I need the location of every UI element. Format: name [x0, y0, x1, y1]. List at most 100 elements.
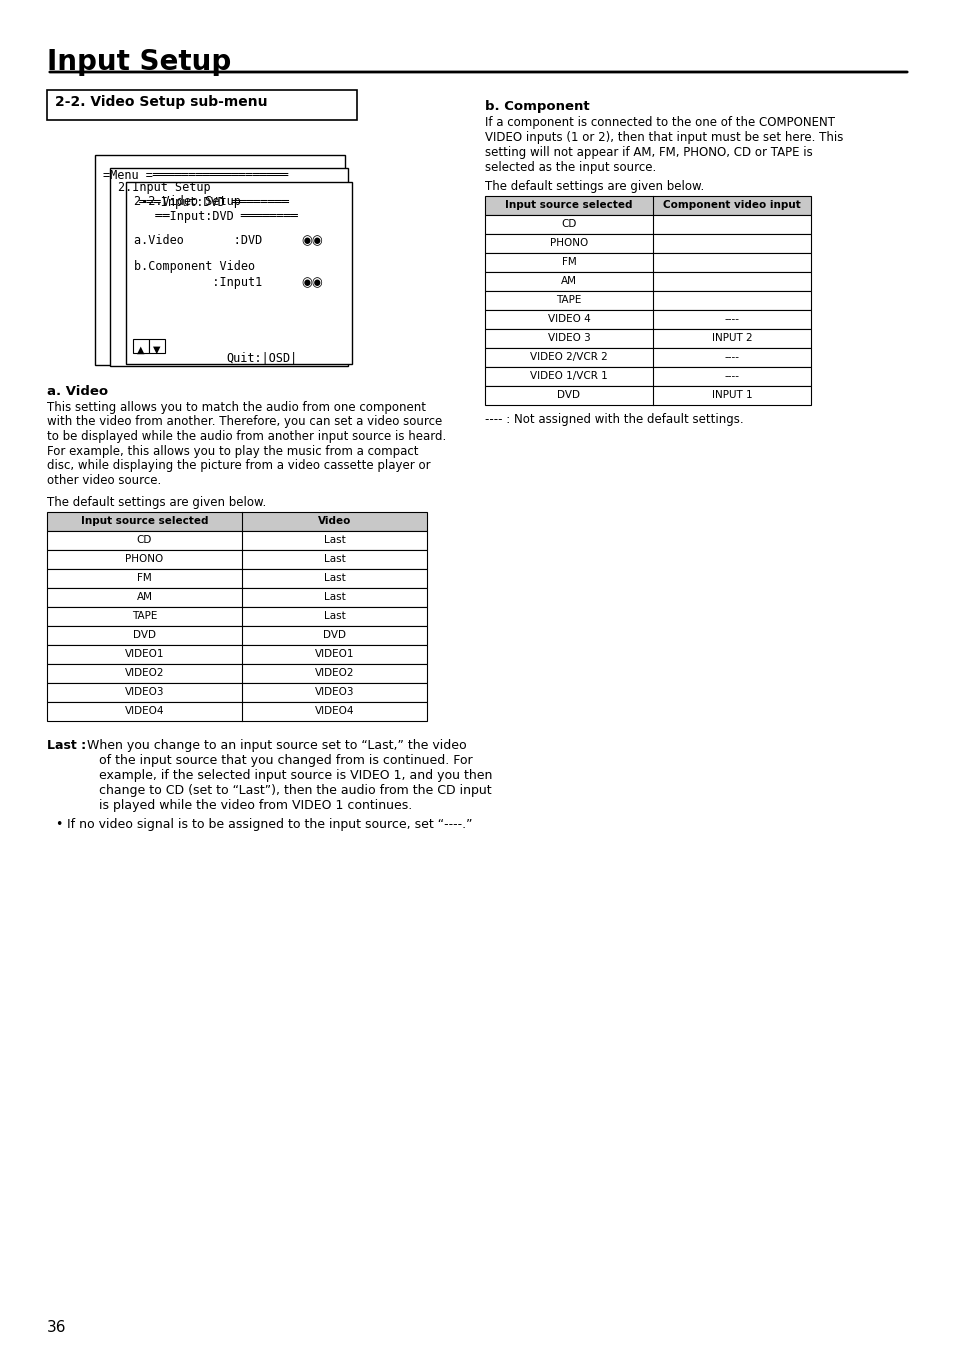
Text: CD: CD: [136, 535, 152, 544]
Text: with the video from another. Therefore, you can set a video source: with the video from another. Therefore, …: [47, 416, 442, 428]
Text: VIDEO 3: VIDEO 3: [547, 332, 590, 343]
Text: ═══Input:DVD ════════: ═══Input:DVD ════════: [118, 196, 289, 209]
Text: CD: CD: [560, 219, 576, 230]
Bar: [47, 588, 427, 607]
Bar: [47, 663, 427, 684]
Text: Last: Last: [323, 554, 345, 563]
Text: DVD: DVD: [557, 390, 579, 400]
Text: ----: ----: [723, 353, 739, 362]
Text: Input Setup: Input Setup: [47, 49, 231, 76]
Text: ▲: ▲: [137, 345, 145, 355]
Bar: [47, 607, 427, 626]
Text: VIDEO1: VIDEO1: [314, 648, 354, 659]
Bar: [47, 703, 427, 721]
FancyBboxPatch shape: [149, 339, 165, 353]
Text: DVD: DVD: [132, 630, 156, 640]
Text: This setting allows you to match the audio from one component: This setting allows you to match the aud…: [47, 401, 426, 413]
Bar: [126, 182, 352, 363]
Text: ▼: ▼: [153, 345, 161, 355]
Text: Component video input: Component video input: [662, 200, 800, 209]
Text: a.Video       :DVD: a.Video :DVD: [133, 234, 262, 247]
Text: selected as the input source.: selected as the input source.: [484, 161, 656, 174]
Text: VIDEO 1/VCR 1: VIDEO 1/VCR 1: [530, 372, 607, 381]
Text: FM: FM: [137, 573, 152, 584]
Bar: [484, 290, 810, 309]
Bar: [484, 272, 810, 290]
Text: b. Component: b. Component: [484, 100, 589, 113]
Text: VIDEO4: VIDEO4: [125, 707, 164, 716]
Text: Input source selected: Input source selected: [81, 516, 208, 526]
Text: b.Component Video: b.Component Video: [133, 259, 254, 273]
Text: AM: AM: [136, 592, 152, 603]
Bar: [110, 168, 348, 366]
Text: Last: Last: [323, 573, 345, 584]
Text: VIDEO 4: VIDEO 4: [547, 313, 590, 324]
Bar: [484, 367, 810, 386]
Text: ----: ----: [723, 372, 739, 381]
Text: 2-2. Video Setup sub-menu: 2-2. Video Setup sub-menu: [55, 95, 267, 109]
Text: ◉◉: ◉◉: [301, 234, 322, 247]
Bar: [484, 234, 810, 253]
Text: is played while the video from VIDEO 1 continues.: is played while the video from VIDEO 1 c…: [99, 798, 412, 812]
Text: PHONO: PHONO: [549, 238, 587, 249]
Text: 2-2.Video Setup: 2-2.Video Setup: [133, 195, 240, 208]
Text: TAPE: TAPE: [556, 295, 581, 305]
Text: ----: ----: [723, 313, 739, 324]
Text: Input source selected: Input source selected: [505, 200, 632, 209]
Text: VIDEO inputs (1 or 2), then that input must be set here. This: VIDEO inputs (1 or 2), then that input m…: [484, 131, 842, 145]
Bar: [484, 215, 810, 234]
Text: TAPE: TAPE: [132, 611, 157, 621]
Text: =Menu =═══════════════════: =Menu =═══════════════════: [103, 169, 288, 182]
Text: The default settings are given below.: The default settings are given below.: [484, 180, 703, 193]
Text: FM: FM: [561, 257, 576, 267]
Text: ---- : Not assigned with the default settings.: ---- : Not assigned with the default set…: [484, 413, 742, 426]
Text: VIDEO1: VIDEO1: [125, 648, 164, 659]
Text: VIDEO3: VIDEO3: [314, 688, 354, 697]
Text: Last: Last: [323, 592, 345, 603]
Text: Last :: Last :: [47, 739, 86, 753]
Text: If no video signal is to be assigned to the input source, set “----.”: If no video signal is to be assigned to …: [67, 817, 472, 831]
Text: VIDEO3: VIDEO3: [125, 688, 164, 697]
Text: DVD: DVD: [323, 630, 346, 640]
Bar: [47, 531, 427, 550]
Bar: [47, 644, 427, 663]
Text: to be displayed while the audio from another input source is heard.: to be displayed while the audio from ano…: [47, 430, 446, 443]
Text: VIDEO2: VIDEO2: [125, 667, 164, 678]
Text: VIDEO4: VIDEO4: [314, 707, 354, 716]
Bar: [47, 626, 427, 644]
Bar: [484, 253, 810, 272]
Bar: [484, 196, 810, 215]
Text: a. Video: a. Video: [47, 385, 108, 399]
Bar: [47, 91, 356, 120]
Text: Video: Video: [317, 516, 351, 526]
Text: ◉◉: ◉◉: [301, 276, 322, 289]
Text: change to CD (set to “Last”), then the audio from the CD input: change to CD (set to “Last”), then the a…: [99, 784, 491, 797]
Text: VIDEO2: VIDEO2: [314, 667, 354, 678]
Bar: [47, 569, 427, 588]
Text: of the input source that you changed from is continued. For: of the input source that you changed fro…: [99, 754, 472, 767]
Text: The default settings are given below.: The default settings are given below.: [47, 496, 266, 509]
Text: 36: 36: [47, 1320, 67, 1335]
Text: Quit:|OSD|: Quit:|OSD|: [226, 353, 297, 365]
Text: other video source.: other video source.: [47, 473, 161, 486]
FancyBboxPatch shape: [132, 339, 149, 353]
Bar: [47, 512, 427, 531]
Text: INPUT 1: INPUT 1: [711, 390, 752, 400]
Bar: [484, 349, 810, 367]
Bar: [484, 309, 810, 330]
Text: Last: Last: [323, 535, 345, 544]
Text: setting will not appear if AM, FM, PHONO, CD or TAPE is: setting will not appear if AM, FM, PHONO…: [484, 146, 812, 159]
Text: For example, this allows you to play the music from a compact: For example, this allows you to play the…: [47, 444, 418, 458]
Text: AM: AM: [560, 276, 577, 286]
Bar: [47, 550, 427, 569]
Text: ══Input:DVD ════════: ══Input:DVD ════════: [133, 209, 297, 223]
Text: PHONO: PHONO: [125, 554, 164, 563]
Text: 2.Input Setup: 2.Input Setup: [118, 181, 211, 195]
Bar: [484, 330, 810, 349]
Text: If a component is connected to the one of the COMPONENT: If a component is connected to the one o…: [484, 116, 834, 128]
Text: Last: Last: [323, 611, 345, 621]
Text: When you change to an input source set to “Last,” the video: When you change to an input source set t…: [83, 739, 466, 753]
Text: VIDEO 2/VCR 2: VIDEO 2/VCR 2: [530, 353, 607, 362]
Text: •: •: [55, 817, 62, 831]
Text: :Input1: :Input1: [133, 276, 262, 289]
